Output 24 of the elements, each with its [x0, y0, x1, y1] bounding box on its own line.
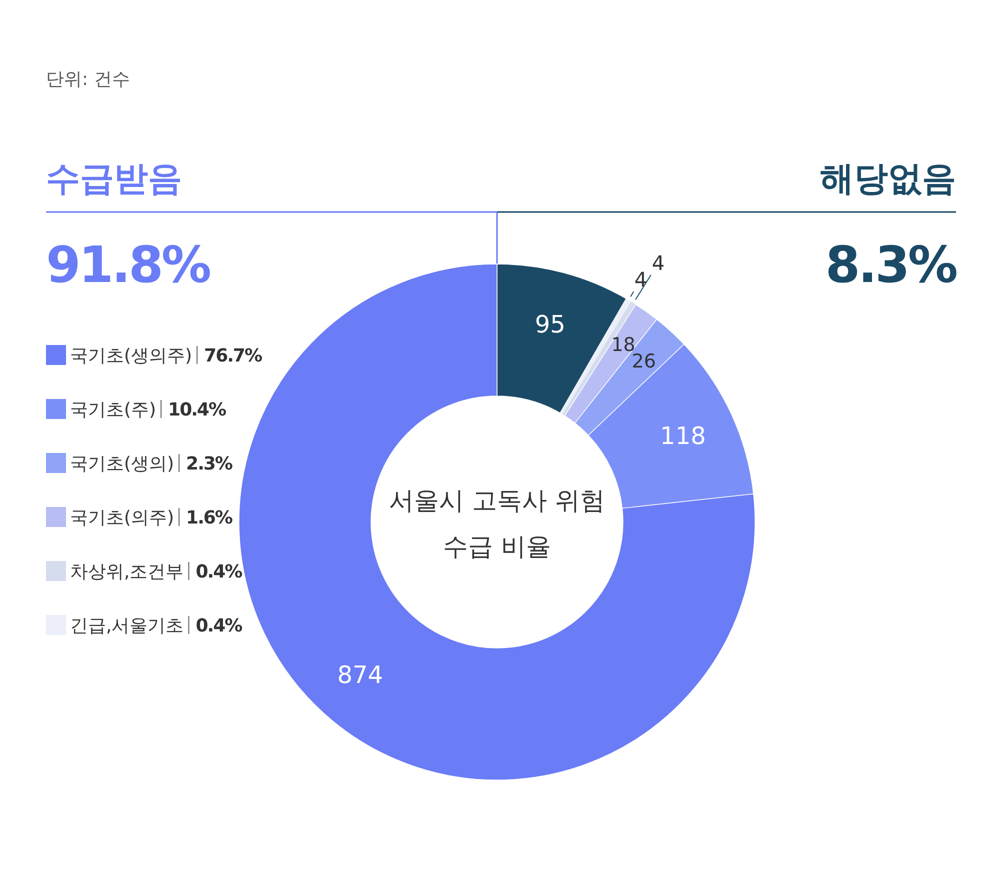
text: 0.4% — [196, 561, 243, 582]
legend-label: 국기초(주) — [70, 399, 156, 420]
data-label: 118 — [660, 422, 706, 450]
data-label: 26 — [632, 350, 656, 373]
text: 10.4% — [168, 399, 226, 420]
text: 2.3% — [186, 453, 233, 474]
text: 76.7% — [204, 345, 262, 366]
text: 해당없음 — [820, 159, 956, 199]
text: 91.8% — [46, 236, 210, 294]
data-label: 95 — [534, 310, 566, 338]
legend-label: 국기초(생의주) — [70, 345, 192, 366]
text: 0.4% — [196, 615, 243, 636]
text: 수급받음 — [46, 159, 182, 199]
legend-label: 국기초(의주) — [70, 507, 174, 528]
data-label: 874 — [337, 661, 384, 690]
text: 8.3% — [825, 236, 957, 294]
data-label: 4 — [652, 251, 665, 276]
legend-label: 차상위,조건부 — [70, 561, 184, 582]
legend-label: 긴급,서울기초 — [70, 615, 184, 636]
data-label: 4 — [634, 267, 648, 292]
legend-label: 국기초(생의) — [70, 453, 174, 474]
text: 서울시 고독사 위험 수급 비율 — [389, 486, 605, 561]
text: 1.6% — [186, 507, 233, 528]
text: 단위: 건수 — [46, 69, 130, 90]
